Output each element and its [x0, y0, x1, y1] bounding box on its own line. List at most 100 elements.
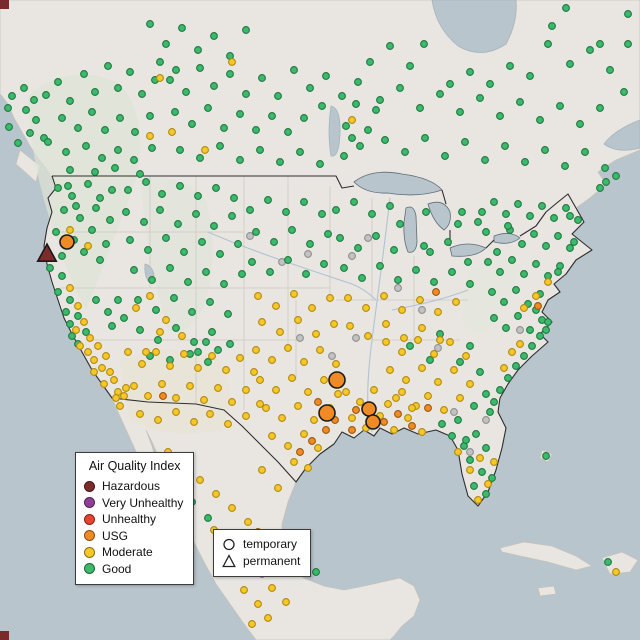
monitor-dot-good[interactable]	[354, 244, 362, 252]
monitor-dot-moderate[interactable]	[398, 348, 406, 356]
monitor-dot-good[interactable]	[146, 112, 154, 120]
monitor-dot-moderate[interactable]	[484, 480, 492, 488]
monitor-dot-good[interactable]	[338, 92, 346, 100]
monitor-dot-moderate[interactable]	[206, 410, 214, 418]
monitor-dot-good[interactable]	[470, 402, 478, 410]
monitor-dot-moderate[interactable]	[310, 416, 318, 424]
monitor-dot-moderate[interactable]	[490, 458, 498, 466]
monitor-dot-moderate[interactable]	[430, 350, 438, 358]
monitor-dot-good[interactable]	[604, 558, 612, 566]
monitor-dot-moderate[interactable]	[520, 304, 528, 312]
monitor-dot-good[interactable]	[180, 248, 188, 256]
monitor-dot-good[interactable]	[68, 192, 76, 200]
monitor-dot-good[interactable]	[562, 204, 570, 212]
monitor-dot-good[interactable]	[542, 326, 550, 334]
monitor-dot-moderate[interactable]	[76, 342, 84, 350]
monitor-dot-moderate[interactable]	[120, 392, 128, 400]
monitor-dot-good[interactable]	[238, 270, 246, 278]
monitor-dot-moderate[interactable]	[474, 496, 482, 504]
monitor-dot-good[interactable]	[68, 332, 76, 340]
monitor-dot-good[interactable]	[176, 146, 184, 154]
monitor-dot-good[interactable]	[526, 212, 534, 220]
monitor-dot-good[interactable]	[426, 248, 434, 256]
monitor-dot-moderate[interactable]	[288, 374, 296, 382]
monitor-dot-good[interactable]	[536, 332, 544, 340]
monitor-dot-moderate[interactable]	[214, 384, 222, 392]
monitor-dot-usg[interactable]	[394, 410, 402, 418]
monitor-dot-good[interactable]	[216, 142, 224, 150]
monitor-dot-moderate[interactable]	[370, 386, 378, 394]
monitor-dot-good[interactable]	[236, 110, 244, 118]
monitor-dot-good[interactable]	[124, 186, 132, 194]
monitor-dot-moderate[interactable]	[416, 296, 424, 304]
monitor-dot-moderate[interactable]	[228, 398, 236, 406]
monitor-dot-good[interactable]	[438, 420, 446, 428]
monitor-dot-good[interactable]	[130, 266, 138, 274]
monitor-dot-moderate[interactable]	[274, 484, 282, 492]
monitor-dot-moderate[interactable]	[466, 380, 474, 388]
monitor-dot-no_data[interactable]	[364, 234, 372, 242]
monitor-dot-moderate[interactable]	[256, 400, 264, 408]
monitor-dot-good[interactable]	[166, 264, 174, 272]
monitor-dot-good[interactable]	[482, 490, 490, 498]
monitor-dot-moderate[interactable]	[100, 380, 108, 388]
monitor-dot-moderate[interactable]	[404, 414, 412, 422]
monitor-dot-moderate[interactable]	[90, 356, 98, 364]
monitor-dot-moderate[interactable]	[72, 326, 80, 334]
monitor-dot-no_data[interactable]	[352, 334, 360, 342]
monitor-dot-good[interactable]	[620, 88, 628, 96]
monitor-dot-good[interactable]	[140, 218, 148, 226]
monitor-dot-moderate[interactable]	[278, 414, 286, 422]
monitor-dot-good[interactable]	[482, 390, 490, 398]
monitor-dot-moderate[interactable]	[424, 392, 432, 400]
monitor-dot-moderate[interactable]	[84, 242, 92, 250]
monitor-dot-good[interactable]	[624, 10, 632, 18]
monitor-dot-good[interactable]	[490, 198, 498, 206]
monitor-dot-good[interactable]	[508, 256, 516, 264]
monitor-dot-good[interactable]	[548, 22, 556, 30]
monitor-dot-good[interactable]	[104, 62, 112, 70]
monitor-dot-good[interactable]	[366, 58, 374, 66]
monitor-dot-usg[interactable]	[432, 288, 440, 296]
monitor-dot-moderate[interactable]	[168, 128, 176, 136]
monitor-dot-no_data[interactable]	[304, 250, 312, 258]
monitor-dot-good[interactable]	[348, 134, 356, 142]
monitor-dot-moderate[interactable]	[242, 386, 250, 394]
monitor-dot-good[interactable]	[396, 220, 404, 228]
monitor-dot-moderate[interactable]	[172, 394, 180, 402]
monitor-dot-moderate[interactable]	[462, 352, 470, 360]
monitor-dot-usg[interactable]	[352, 406, 360, 414]
monitor-dot-good[interactable]	[242, 26, 250, 34]
monitor-dot-moderate[interactable]	[74, 302, 82, 310]
monitor-dot-good[interactable]	[576, 120, 584, 128]
monitor-dot-no_data[interactable]	[246, 232, 254, 240]
monitor-dot-good[interactable]	[430, 278, 438, 286]
monitor-dot-good[interactable]	[170, 294, 178, 302]
monitor-dot-good[interactable]	[92, 204, 100, 212]
monitor-dot-moderate[interactable]	[142, 348, 150, 356]
monitor-dot-good[interactable]	[306, 84, 314, 92]
monitor-dot-usg[interactable]	[424, 404, 432, 412]
monitor-dot-moderate[interactable]	[476, 454, 484, 462]
monitor-dot-good[interactable]	[202, 268, 210, 276]
monitor-dot-moderate[interactable]	[228, 58, 236, 66]
monitor-dot-no_data[interactable]	[348, 252, 356, 260]
monitor-dot-good[interactable]	[212, 184, 220, 192]
monitor-dot-good[interactable]	[126, 236, 134, 244]
monitor-dot-good[interactable]	[206, 298, 214, 306]
monitor-dot-good[interactable]	[482, 444, 490, 452]
monitor-dot-moderate[interactable]	[356, 398, 364, 406]
monitor-dot-good[interactable]	[490, 314, 498, 322]
monitor-dot-good[interactable]	[44, 138, 52, 146]
monitor-dot-good[interactable]	[566, 212, 574, 220]
monitor-dot-good[interactable]	[396, 84, 404, 92]
monitor-dot-no_data[interactable]	[394, 284, 402, 292]
monitor-dot-good[interactable]	[258, 74, 266, 82]
monitor-dot-usg[interactable]	[322, 426, 330, 434]
monitor-dot-moderate[interactable]	[400, 334, 408, 342]
monitor-dot-good[interactable]	[166, 76, 174, 84]
monitor-dot-good[interactable]	[88, 226, 96, 234]
monitor-dot-good[interactable]	[88, 108, 96, 116]
monitor-dot-moderate[interactable]	[290, 290, 298, 298]
monitor-dot-moderate[interactable]	[156, 74, 164, 82]
